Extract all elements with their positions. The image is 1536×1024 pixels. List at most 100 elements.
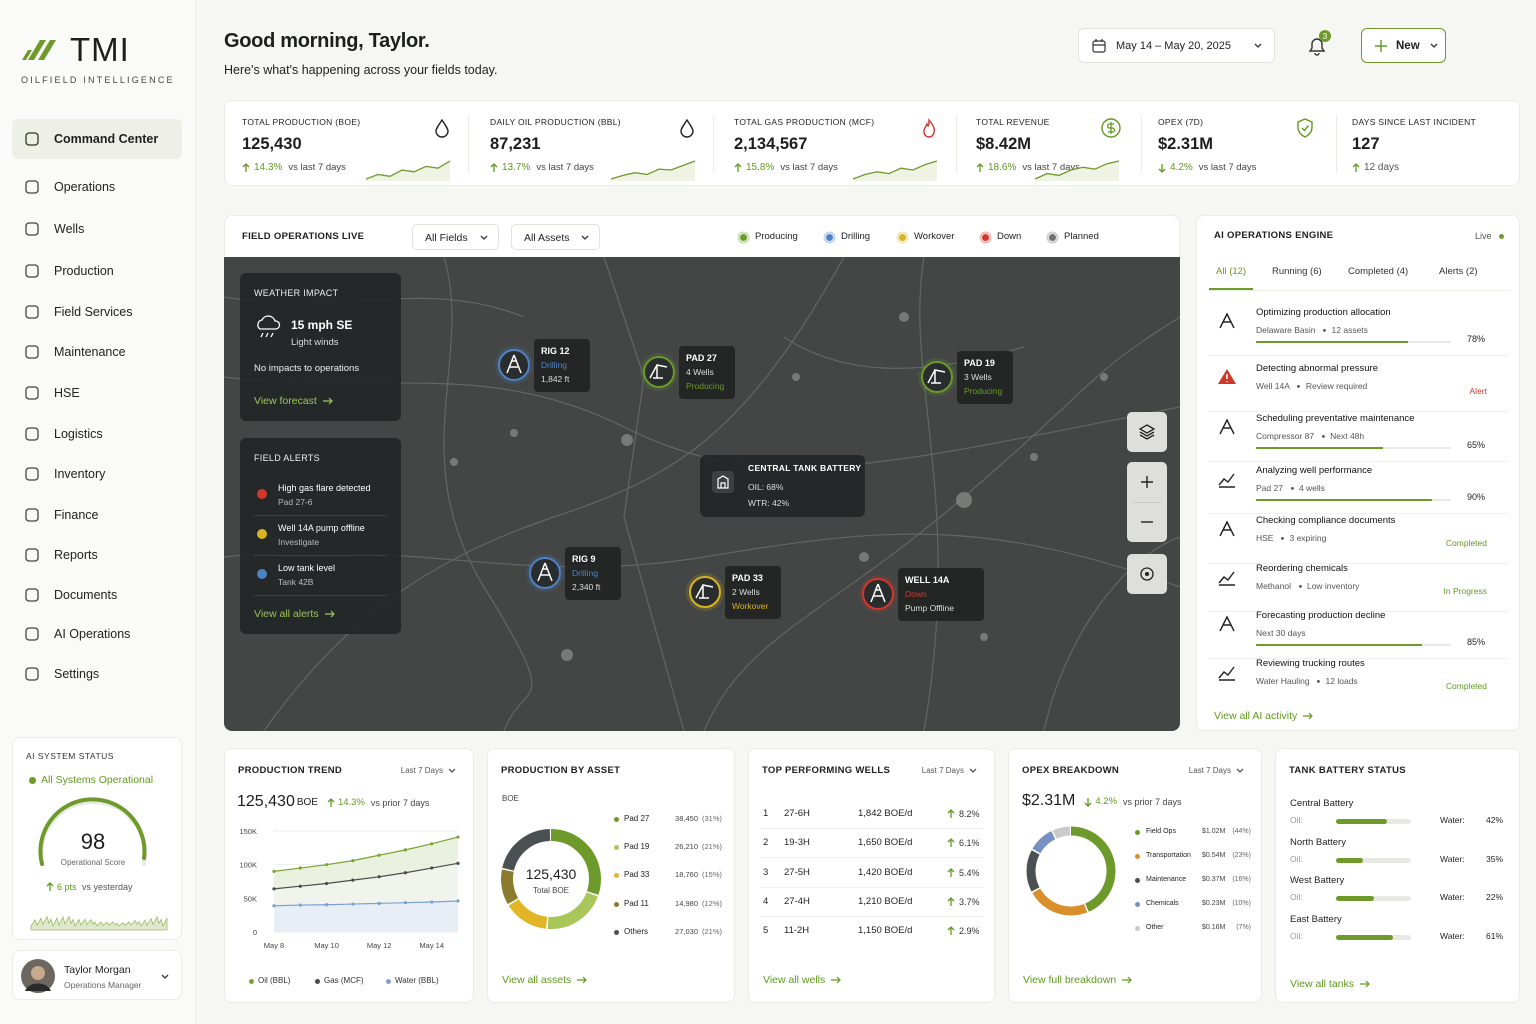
chevron — [581, 235, 589, 240]
nav-item[interactable]: Production — [54, 264, 114, 278]
nav-item[interactable]: Settings — [54, 667, 100, 681]
nav-item[interactable]: Logistics — [54, 427, 103, 441]
legend-value: 14,980 — [675, 899, 698, 908]
dot-core — [1134, 925, 1140, 931]
chevron — [969, 768, 977, 773]
legend-share: (31%) — [702, 814, 723, 823]
nav-icon-shape — [25, 427, 39, 441]
link[interactable]: View all AI activity — [1214, 710, 1298, 722]
map-control[interactable] — [1127, 412, 1167, 452]
dot — [613, 929, 619, 935]
new-button[interactable]: New — [1361, 28, 1446, 63]
period-select[interactable]: Last 7 Days — [400, 766, 443, 775]
chevron — [1430, 43, 1438, 48]
water-value: 35% — [1485, 854, 1503, 864]
progress-bar — [1256, 341, 1409, 343]
kpi-icon — [1297, 118, 1313, 138]
nav-item[interactable]: AI Operations — [54, 627, 131, 641]
link[interactable]: View all wells — [763, 974, 826, 986]
marker-line: 2,340 ft — [572, 582, 601, 592]
well-rate: 1,650 BOE/d — [858, 837, 913, 848]
arrow-icon — [947, 926, 955, 935]
nav-item[interactable]: Reports — [54, 548, 98, 562]
ai-item-title: Reviewing trucking routes — [1256, 658, 1365, 669]
nav-item[interactable]: Field Services — [54, 305, 133, 319]
tab[interactable]: All (12) — [1216, 266, 1247, 277]
period-select[interactable]: Last 7 Days — [1188, 766, 1231, 775]
series-point — [272, 869, 276, 873]
tab[interactable]: Completed (4) — [1348, 266, 1409, 277]
filter-dropdown[interactable]: All Fields — [412, 224, 499, 250]
nav-item[interactable]: Operations — [54, 180, 116, 194]
legend-share: (7%) — [1236, 924, 1251, 931]
link[interactable]: View forecast — [254, 395, 317, 407]
alert-title: Low tank level — [278, 563, 336, 573]
legend-label: Water (BBL) — [395, 976, 439, 985]
arrow-icon — [947, 838, 955, 847]
arrow-icon — [1352, 163, 1360, 172]
ai-glyph — [1219, 312, 1235, 329]
nav-icon — [25, 467, 39, 481]
map-title: FIELD OPERATIONS LIVE — [242, 231, 365, 242]
marker-glyph — [870, 583, 886, 603]
nav-icon-shape — [25, 180, 39, 194]
nav-item[interactable]: Inventory — [54, 467, 106, 481]
link[interactable]: View all assets — [502, 974, 572, 986]
period-select[interactable]: Last 7 Days — [921, 766, 964, 775]
arrow-icon — [322, 397, 333, 405]
tab[interactable]: Alerts (2) — [1439, 266, 1478, 277]
ai-item-icon — [1218, 571, 1235, 586]
dot — [1317, 679, 1320, 683]
dot — [1323, 328, 1326, 332]
well-rank: 5 — [763, 925, 769, 936]
donut-total-label: Total BOE — [532, 886, 570, 895]
marker-glyph — [695, 584, 714, 599]
legend-label: Producing — [755, 231, 798, 242]
avatar — [21, 959, 55, 993]
arrow — [947, 868, 955, 877]
nav-icon-shape — [25, 588, 39, 602]
tab-underline — [1209, 288, 1254, 290]
nav-item[interactable]: Wells — [54, 222, 85, 236]
filter-dropdown[interactable]: All Assets — [511, 224, 600, 250]
arrow-icon — [1158, 164, 1166, 173]
date-range-button[interactable]: May 14 – May 20, 2025 — [1078, 28, 1275, 63]
nav-icon — [25, 180, 39, 194]
dot-ring — [979, 231, 991, 243]
flame-icon — [923, 118, 935, 138]
nav-icon-shape — [25, 667, 39, 681]
well-change: 2.9% — [959, 926, 980, 936]
y-tick-label: 150K — [239, 827, 257, 836]
map-control[interactable] — [1127, 462, 1167, 542]
marker-icon — [640, 353, 678, 391]
oil-bar — [1336, 858, 1363, 863]
dot-core — [1498, 233, 1504, 239]
link[interactable]: View all alerts — [254, 608, 319, 620]
ai-glyph — [1219, 615, 1235, 632]
legend-share: (15%) — [702, 870, 723, 879]
control-icon — [1140, 567, 1154, 581]
x-tick-label: May 14 — [419, 941, 444, 950]
kpi-divider — [1141, 115, 1142, 173]
ai-item-icon — [1218, 666, 1235, 681]
nav-item[interactable]: Documents — [54, 588, 118, 602]
map-control[interactable] — [1127, 554, 1167, 594]
legend-label: Planned — [1064, 231, 1099, 242]
top-wells-card: TOP PERFORMING WELLS Last 7 Days 1 27-6H 1,8… — [748, 748, 995, 1003]
nav-item[interactable]: Maintenance — [54, 345, 126, 359]
alert-title: High gas flare detected — [278, 483, 371, 493]
ai-glyph — [1218, 666, 1235, 681]
dot — [896, 231, 908, 243]
link[interactable]: View all tanks — [1290, 978, 1355, 990]
series-point — [403, 901, 408, 905]
arrow — [1084, 798, 1092, 807]
series-line — [273, 900, 459, 907]
marker-name: PAD 27 — [686, 353, 717, 363]
nav-item[interactable]: Command Center — [54, 132, 159, 146]
link[interactable]: View full breakdown — [1023, 974, 1117, 986]
nav-item[interactable]: HSE — [54, 386, 80, 400]
kpi-label: TOTAL GAS PRODUCTION (MCF) — [734, 117, 875, 127]
nav-item[interactable]: Finance — [54, 508, 99, 522]
tank-line: OIL: 68% — [748, 482, 784, 492]
tab[interactable]: Running (6) — [1272, 266, 1322, 277]
